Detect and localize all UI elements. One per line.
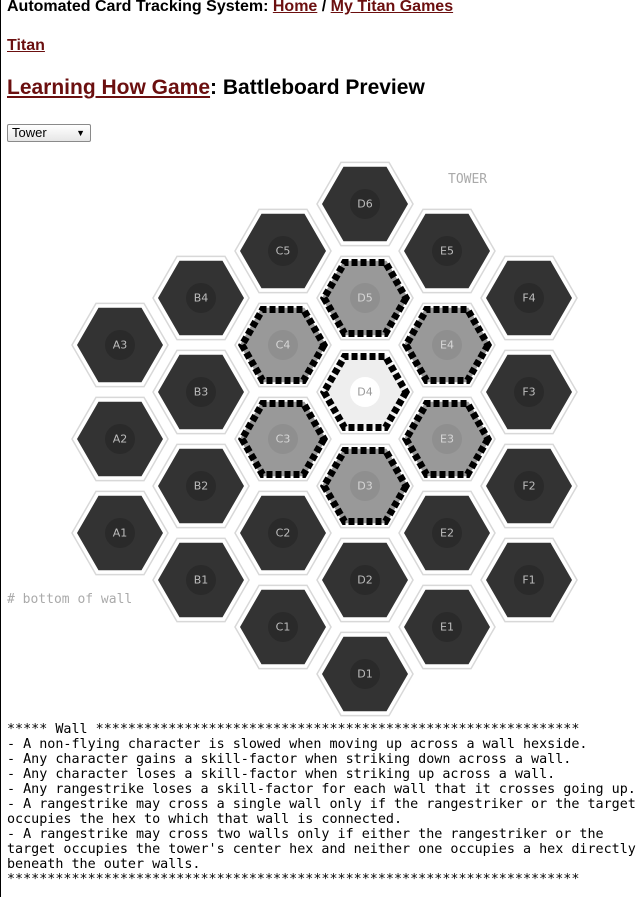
breadcrumb: Automated Card Tracking System: Home / M…: [7, 0, 453, 16]
hex-label-badge: [514, 283, 544, 313]
hex-label: F3: [522, 386, 535, 399]
hex-label-badge: [432, 424, 462, 454]
wall-hexside: [401, 400, 493, 478]
hex-label: B4: [194, 292, 209, 305]
hex-label-badge: [105, 424, 135, 454]
rule-line: beneath the outer walls.: [7, 857, 201, 872]
rule-line: - Any character loses a skill-factor whe…: [7, 767, 556, 782]
rules-header: ***** Wall *****************************…: [7, 722, 580, 737]
page-title-suffix: : Battleboard Preview: [210, 76, 425, 99]
terrain-label: TOWER: [448, 172, 487, 187]
page-title: Learning How Game: Battleboard Preview: [7, 76, 425, 100]
rules-footer: ****************************************…: [7, 872, 580, 887]
hex-label: B3: [194, 386, 209, 399]
game-link[interactable]: Learning How Game: [7, 76, 211, 99]
wall-layer: [237, 259, 493, 525]
label-layer: A1 A2 A3 B1 B2 B3 B4 C1 C2 C3 C4 C5 D1 D2 D3 D4 D5 D6 E1 E2…: [105, 189, 544, 689]
hex-label: E1: [440, 621, 454, 634]
hex-label: F2: [522, 480, 535, 493]
hex-label: D2: [357, 574, 372, 587]
wall-hexside: [319, 259, 411, 337]
hex-label-badge: [514, 377, 544, 407]
hex-label-badge: [268, 612, 298, 642]
breadcrumb-separator: /: [321, 0, 327, 15]
hex-label: E3: [440, 433, 454, 446]
hex-label-badge: [350, 283, 380, 313]
rule-line: - Any rangestrike loses a skill-factor f…: [7, 782, 636, 797]
hex-label: D6: [357, 198, 372, 211]
hex-label-badge: [432, 330, 462, 360]
wall-rules: ***** Wall *****************************…: [7, 722, 636, 887]
hex-label: E4: [440, 339, 454, 352]
hex-label-badge: [268, 518, 298, 548]
wall-hexside: [319, 447, 411, 525]
hex-label-badge: [350, 565, 380, 595]
terrain-select-value: Tower: [12, 125, 47, 140]
hex-label: A3: [113, 339, 128, 352]
hex-label: B2: [194, 480, 209, 493]
hex-label-badge: [432, 612, 462, 642]
hex-label: E5: [440, 245, 454, 258]
rule-line: occupies the hex to which that wall is c…: [7, 812, 403, 827]
hex-label-badge: [514, 565, 544, 595]
hex-label: A1: [113, 527, 128, 540]
rule-line: - A rangestrike may cross two walls only…: [7, 827, 604, 842]
hex-label: E2: [440, 527, 454, 540]
rule-line: - A non-flying character is slowed when …: [7, 737, 588, 752]
hex-label: D5: [357, 292, 372, 305]
hex-layer: [71, 161, 578, 717]
battleboard: A1 A2 A3 B1 B2 B3 B4 C1 C2 C3 C4 C5 D1 D2 D3 D4 D5 D6 E1 E2…: [7, 161, 578, 717]
hex-label: C4: [276, 339, 291, 352]
hex-label-badge: [350, 471, 380, 501]
hex-label-badge: [350, 659, 380, 689]
bottom-of-wall-note: # bottom of wall: [7, 592, 132, 607]
hex-label: D3: [357, 480, 372, 493]
hex-label: A2: [113, 433, 128, 446]
hex-label-badge: [350, 189, 380, 219]
hex-label: C5: [276, 245, 291, 258]
hex-label: D1: [357, 668, 372, 681]
rule-line: - A rangestrike may cross a single wall …: [7, 797, 636, 812]
hex-label-badge: [186, 565, 216, 595]
hex-label: F4: [522, 292, 535, 305]
app-title: Automated Card Tracking System:: [7, 0, 269, 15]
terrain-select[interactable]: Tower ▼: [7, 124, 91, 142]
wall-hexside: [319, 353, 411, 431]
wall-hexside: [401, 306, 493, 384]
hex-label: B1: [194, 574, 209, 587]
wall-hexside: [237, 400, 329, 478]
wall-hexside: [237, 306, 329, 384]
hex-label: F1: [522, 574, 535, 587]
my-titan-games-link[interactable]: My Titan Games: [330, 0, 454, 15]
hex-label-badge: [105, 518, 135, 548]
rule-line: target occupies the tower's center hex a…: [7, 842, 636, 857]
rule-line: - Any character gains a skill-factor whe…: [7, 752, 572, 767]
hex-label-badge: [105, 330, 135, 360]
hex-label-badge: [514, 471, 544, 501]
hex-label-badge: [186, 283, 216, 313]
hex-label-badge: [268, 236, 298, 266]
hex-label-badge: [186, 471, 216, 501]
titan-link[interactable]: Titan: [7, 37, 45, 54]
hex-label-badge: [432, 236, 462, 266]
hex-label-badge: [268, 424, 298, 454]
hex-label-badge: [350, 377, 380, 407]
hex-label-badge: [186, 377, 216, 407]
hex-label: D4: [357, 386, 372, 399]
chevron-down-icon: ▼: [76, 128, 85, 138]
hex-label-badge: [268, 330, 298, 360]
hex-label: C2: [276, 527, 291, 540]
home-link[interactable]: Home: [272, 0, 318, 15]
hex-label-badge: [432, 518, 462, 548]
hex-label: C3: [276, 433, 291, 446]
hex-label: C1: [276, 621, 291, 634]
